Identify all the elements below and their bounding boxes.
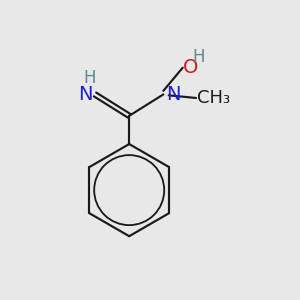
Text: O: O — [183, 58, 199, 77]
Text: N: N — [78, 85, 93, 104]
Text: CH₃: CH₃ — [197, 89, 230, 107]
Text: N: N — [166, 85, 180, 104]
Text: H: H — [83, 69, 96, 87]
Text: H: H — [193, 48, 205, 66]
